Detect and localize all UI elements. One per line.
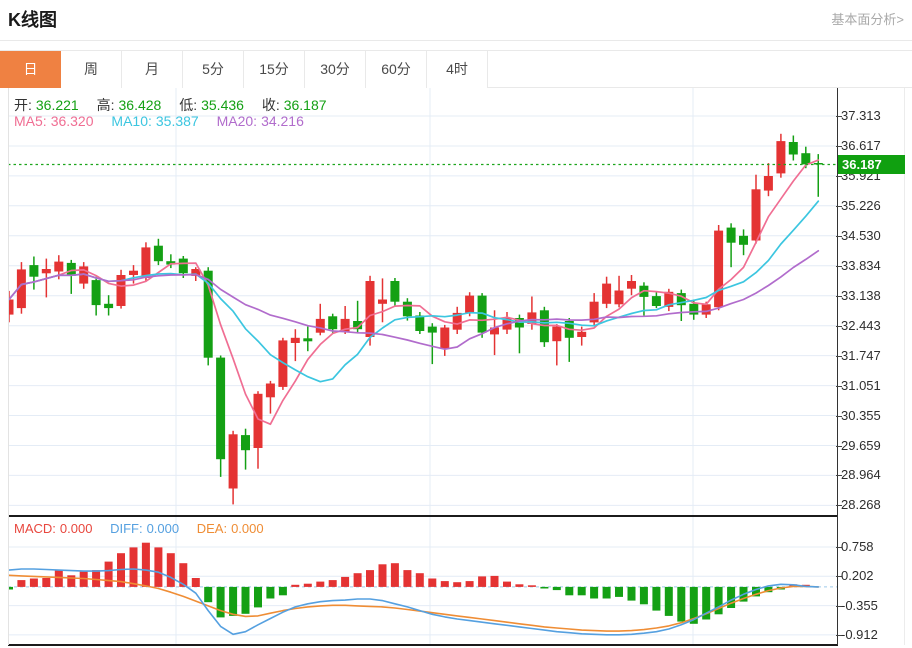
ma-legend: MA5: 36.320 MA10: 35.387 MA20: 34.216: [14, 113, 308, 129]
macd-tick-0-tickmark: [836, 547, 842, 548]
price-tick-1-tickmark: [836, 146, 842, 147]
panel-separator: [8, 514, 838, 517]
ma10-value: 35.387: [155, 113, 199, 129]
price-tick-0-label: 37.313: [841, 108, 881, 123]
price-tick-4-label: 34.530: [841, 228, 881, 243]
price-tick-10-tickmark: [836, 416, 842, 417]
price-axis-border: [836, 88, 838, 645]
period-tabbar: 日周月 5分 15分 30分 60分 4时: [0, 50, 912, 88]
price-tick-8-label: 31.747: [841, 348, 881, 363]
price-tick-6-label: 33.138: [841, 288, 881, 303]
chart-bottom-border: [8, 644, 838, 646]
price-tick-5-label: 33.834: [841, 258, 881, 273]
open-label: 开:: [14, 97, 32, 113]
high-value: 36.428: [118, 97, 162, 113]
price-tick-6-tickmark: [836, 296, 842, 297]
price-tick-4-tickmark: [836, 236, 842, 237]
page-title: K线图: [8, 10, 57, 30]
open-value: 36.221: [35, 97, 79, 113]
ma20-label: MA20:: [216, 113, 258, 129]
ma5-label: MA5:: [14, 113, 47, 129]
fundamental-analysis-link[interactable]: 基本面分析>: [831, 12, 904, 27]
tab-period-6[interactable]: 60分: [366, 51, 427, 88]
ma10-label: MA10:: [111, 113, 152, 129]
diff-value: 0.000: [146, 521, 180, 536]
tab-period-1[interactable]: 周: [61, 51, 122, 88]
close-value: 36.187: [283, 97, 327, 113]
tab-period-7[interactable]: 4时: [427, 51, 488, 88]
high-label: 高:: [96, 97, 115, 113]
ma5-value: 36.320: [50, 113, 94, 129]
price-tick-13-label: 28.268: [841, 497, 881, 512]
price-tick-5-tickmark: [836, 266, 842, 267]
price-tick-3-label: 35.226: [841, 198, 881, 213]
ma20-value: 34.216: [261, 113, 304, 129]
tab-period-0[interactable]: 日: [0, 51, 61, 88]
macd-tick-1-tickmark: [836, 576, 842, 577]
price-tick-7-tickmark: [836, 326, 842, 327]
tab-period-2[interactable]: 月: [122, 51, 183, 88]
price-tick-12-label: 28.964: [841, 467, 881, 482]
macd-tick-3-tickmark: [836, 635, 842, 636]
macd-tick-2-label: -0.355: [841, 598, 878, 613]
price-tick-10-label: 30.355: [841, 408, 881, 423]
price-tick-13-tickmark: [836, 505, 842, 506]
price-tick-0-tickmark: [836, 116, 842, 117]
price-tick-11-label: 29.659: [841, 438, 881, 453]
macd-chart[interactable]: [8, 517, 837, 645]
price-tick-9-label: 31.051: [841, 378, 881, 393]
price-tick-1-label: 36.617: [841, 138, 881, 153]
diff-label: DIFF:: [110, 521, 143, 536]
close-label: 收:: [261, 97, 280, 113]
low-label: 低:: [179, 97, 198, 113]
macd-tick-2-tickmark: [836, 606, 842, 607]
price-tick-7-label: 32.443: [841, 318, 881, 333]
price-tick-12-tickmark: [836, 475, 842, 476]
low-value: 35.436: [201, 97, 244, 113]
price-tick-9-tickmark: [836, 386, 842, 387]
price-tick-8-tickmark: [836, 356, 842, 357]
tab-period-4[interactable]: 15分: [244, 51, 305, 88]
macd-tick-0-label: 0.758: [841, 539, 874, 554]
candlestick-chart[interactable]: [8, 88, 837, 516]
macd-value: 0.000: [59, 521, 93, 536]
price-tick-11-tickmark: [836, 446, 842, 447]
tab-period-3[interactable]: 5分: [183, 51, 244, 88]
widget-right-border: [904, 88, 905, 645]
price-tick-3-tickmark: [836, 206, 842, 207]
header-divider: [0, 40, 912, 41]
tab-period-5[interactable]: 30分: [305, 51, 366, 88]
chart-left-border: [8, 88, 9, 645]
ohlc-legend: 开: 36.221 高: 36.428 低: 35.436 收: 36.187: [14, 95, 331, 115]
macd-tick-1-label: 0.202: [841, 568, 874, 583]
price-tick-2-tickmark: [836, 176, 842, 177]
dea-label: DEA:: [196, 521, 228, 536]
dea-value: 0.000: [231, 521, 264, 536]
current-price-tag: 36.187: [838, 155, 905, 174]
macd-tick-3-label: -0.912: [841, 627, 878, 642]
macd-label: MACD:: [14, 521, 56, 536]
macd-legend: MACD: 0.000 DIFF: 0.000 DEA: 0.000: [14, 521, 268, 536]
